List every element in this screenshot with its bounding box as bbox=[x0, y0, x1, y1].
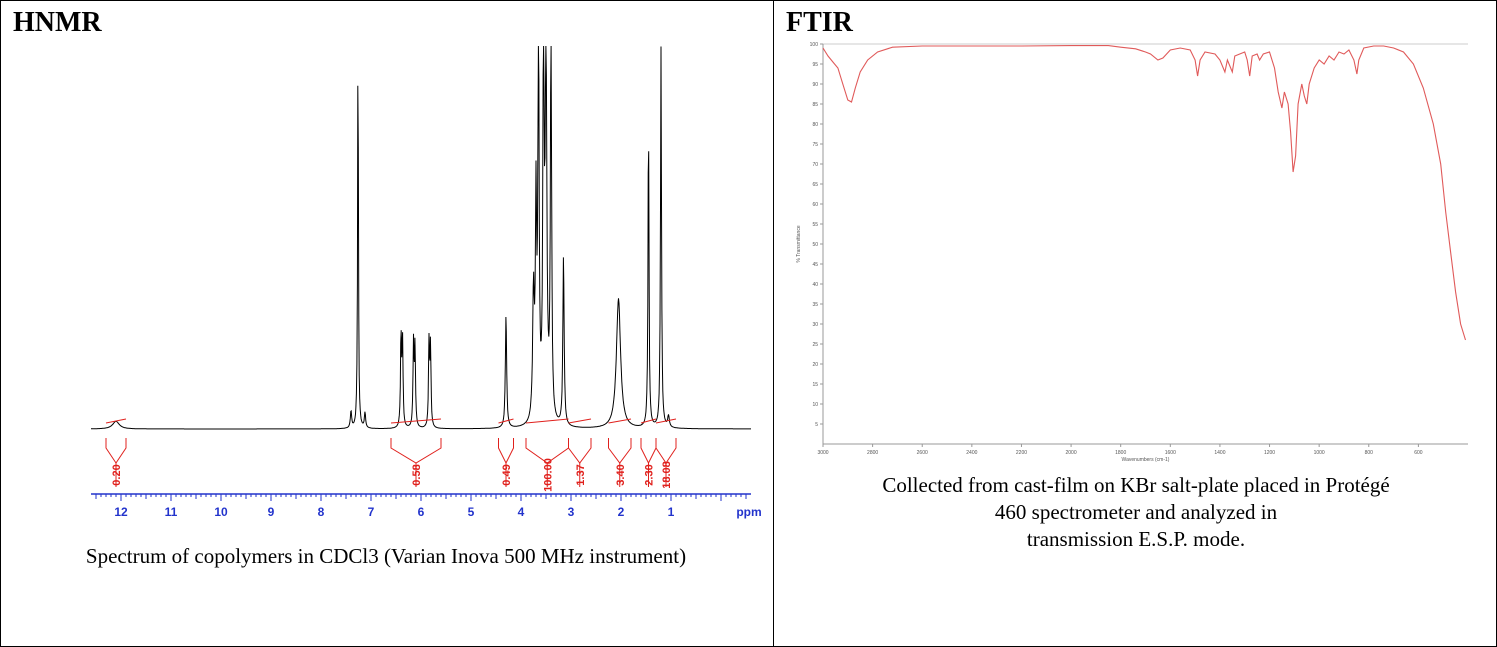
ftir-y-tick-label: 80 bbox=[812, 122, 818, 128]
hnmr-panel: HNMR 0.20 0.58 0.49 100.00 1.37 3.40 2.30 18.08… bbox=[0, 0, 774, 647]
hnmr-x-tick-label: 4 bbox=[518, 505, 525, 519]
hnmr-integral-curve bbox=[390, 418, 442, 424]
ftir-x-tick-label: 1000 bbox=[1314, 450, 1325, 456]
hnmr-x-tick-label: 8 bbox=[318, 505, 325, 519]
hnmr-integral-2: 0.49 bbox=[498, 418, 514, 487]
hnmr-integral-bracket bbox=[608, 438, 632, 464]
hnmr-x-tick-label: 6 bbox=[418, 505, 425, 519]
hnmr-integral-0: 0.20 bbox=[105, 418, 127, 487]
ftir-panel: FTIR 5 10 15 20 25 30 35 40 45 50 55 60 65 70 75 80 85 90… bbox=[773, 0, 1497, 647]
ftir-y-tick-label: 20 bbox=[812, 362, 818, 368]
ftir-x-tick-label: 1400 bbox=[1214, 450, 1225, 456]
hnmr-integral-bracket bbox=[498, 438, 514, 465]
ftir-title: FTIR bbox=[786, 7, 853, 38]
ftir-y-tick-label: 10 bbox=[812, 402, 818, 408]
hnmr-integral-curve bbox=[498, 418, 514, 424]
hnmr-integral-label: 0.49 bbox=[501, 464, 513, 485]
ftir-x-tick-label: 2400 bbox=[966, 450, 977, 456]
hnmr-integral-label: 0.58 bbox=[411, 464, 423, 485]
hnmr-title: HNMR bbox=[13, 7, 102, 38]
hnmr-integral-label: 1.37 bbox=[575, 464, 587, 485]
ftir-x-tick-label: 800 bbox=[1365, 450, 1374, 456]
ftir-caption-line-2: 460 spectrometer and analyzed in bbox=[994, 500, 1278, 524]
hnmr-x-tick-label: 5 bbox=[468, 505, 475, 519]
ftir-y-tick-label: 100 bbox=[810, 42, 819, 48]
hnmr-integral-6: 2.30 bbox=[640, 418, 657, 487]
hnmr-integral-curve bbox=[640, 418, 657, 424]
ftir-x-tick-label: 600 bbox=[1414, 450, 1423, 456]
ftir-spectrum-line bbox=[822, 45, 1467, 341]
ftir-y-tick-label: 40 bbox=[812, 282, 818, 288]
ftir-y-tick-label: 45 bbox=[812, 262, 818, 268]
ftir-caption: Collected from cast-film on KBr salt-pla… bbox=[786, 472, 1486, 553]
ftir-y-tick-label: 30 bbox=[812, 322, 818, 328]
hnmr-x-tick-label: 7 bbox=[368, 505, 375, 519]
hnmr-x-tick-label: 10 bbox=[214, 505, 228, 519]
hnmr-spectrum-line bbox=[91, 45, 751, 430]
hnmr-integral-curve bbox=[655, 418, 677, 424]
ftir-y-tick-label: 65 bbox=[812, 182, 818, 188]
ftir-y-tick-label: 35 bbox=[812, 302, 818, 308]
hnmr-integral-curve bbox=[608, 418, 632, 424]
hnmr-x-tick-label: 11 bbox=[165, 505, 178, 519]
hnmr-integral-label: 0.20 bbox=[111, 464, 123, 485]
ftir-x-tick-label: 3000 bbox=[817, 450, 828, 456]
hnmr-integral-1: 0.58 bbox=[390, 418, 442, 487]
ftir-x-tick-label: 2000 bbox=[1066, 450, 1077, 456]
hnmr-integral-curve bbox=[105, 418, 127, 424]
ftir-y-tick-label: 70 bbox=[812, 162, 818, 168]
hnmr-integral-label: 18.08 bbox=[661, 461, 673, 489]
ftir-y-tick-label: 25 bbox=[812, 342, 818, 348]
ftir-x-tick-label: 1800 bbox=[1115, 450, 1126, 456]
hnmr-integral-bracket bbox=[655, 438, 677, 464]
ftir-caption-line-1: Collected from cast-film on KBr salt-pla… bbox=[882, 473, 1390, 497]
ftir-x-tick-label: 2200 bbox=[1016, 450, 1027, 456]
hnmr-x-tick-label: 2 bbox=[618, 505, 625, 519]
ftir-y-tick-label: 15 bbox=[812, 382, 818, 388]
hnmr-integral-label: 3.40 bbox=[615, 464, 627, 485]
hnmr-integral-label: 100.00 bbox=[542, 458, 554, 492]
ftir-x-tick-label: 2800 bbox=[867, 450, 878, 456]
ftir-y-tick-label: 85 bbox=[812, 102, 818, 108]
ftir-y-tick-label: 90 bbox=[812, 82, 818, 88]
hnmr-x-axis-label: ppm bbox=[736, 505, 761, 519]
hnmr-x-tick-label: 3 bbox=[568, 505, 575, 519]
ftir-x-tick-label: 2600 bbox=[917, 450, 928, 456]
ftir-y-axis-label: % Transmittance bbox=[796, 225, 802, 262]
hnmr-integral-bracket bbox=[105, 438, 127, 464]
ftir-x-tick-label: 1200 bbox=[1264, 450, 1275, 456]
ftir-y-tick-label: 95 bbox=[812, 62, 818, 68]
ftir-y-tick-label: 60 bbox=[812, 202, 818, 208]
ftir-y-tick-label: 50 bbox=[812, 242, 818, 248]
hnmr-integral-curve bbox=[568, 418, 592, 424]
hnmr-integral-5: 3.40 bbox=[608, 418, 632, 487]
ftir-y-tick-label: 55 bbox=[812, 222, 818, 228]
ftir-x-tick-label: 1600 bbox=[1165, 450, 1176, 456]
hnmr-integral-bracket bbox=[640, 438, 657, 465]
hnmr-integral-bracket bbox=[568, 438, 592, 464]
hnmr-x-tick-label: 12 bbox=[114, 505, 128, 519]
hnmr-integral-3: 100.00 bbox=[525, 418, 569, 492]
ftir-caption-line-3: transmission E.S.P. mode. bbox=[1026, 527, 1246, 551]
ftir-y-tick-label: 75 bbox=[812, 142, 818, 148]
hnmr-integral-curve bbox=[525, 418, 569, 424]
hnmr-caption: Spectrum of copolymers in CDCl3 (Varian … bbox=[85, 544, 687, 568]
hnmr-x-tick-label: 9 bbox=[268, 505, 275, 519]
hnmr-integral-bracket bbox=[390, 438, 442, 464]
hnmr-integral-7: 18.08 bbox=[655, 418, 677, 489]
ftir-chart: 5 10 15 20 25 30 35 40 45 50 55 60 65 70 75 80 85 90 95 100… bbox=[796, 42, 1468, 463]
hnmr-integral-label: 2.30 bbox=[644, 464, 656, 485]
hnmr-x-tick-label: 1 bbox=[668, 505, 675, 519]
ftir-y-tick-label: 5 bbox=[815, 422, 818, 428]
ftir-x-axis-label: Wavenumbers (cm-1) bbox=[1122, 457, 1170, 463]
hnmr-integral-4: 1.37 bbox=[568, 418, 592, 487]
